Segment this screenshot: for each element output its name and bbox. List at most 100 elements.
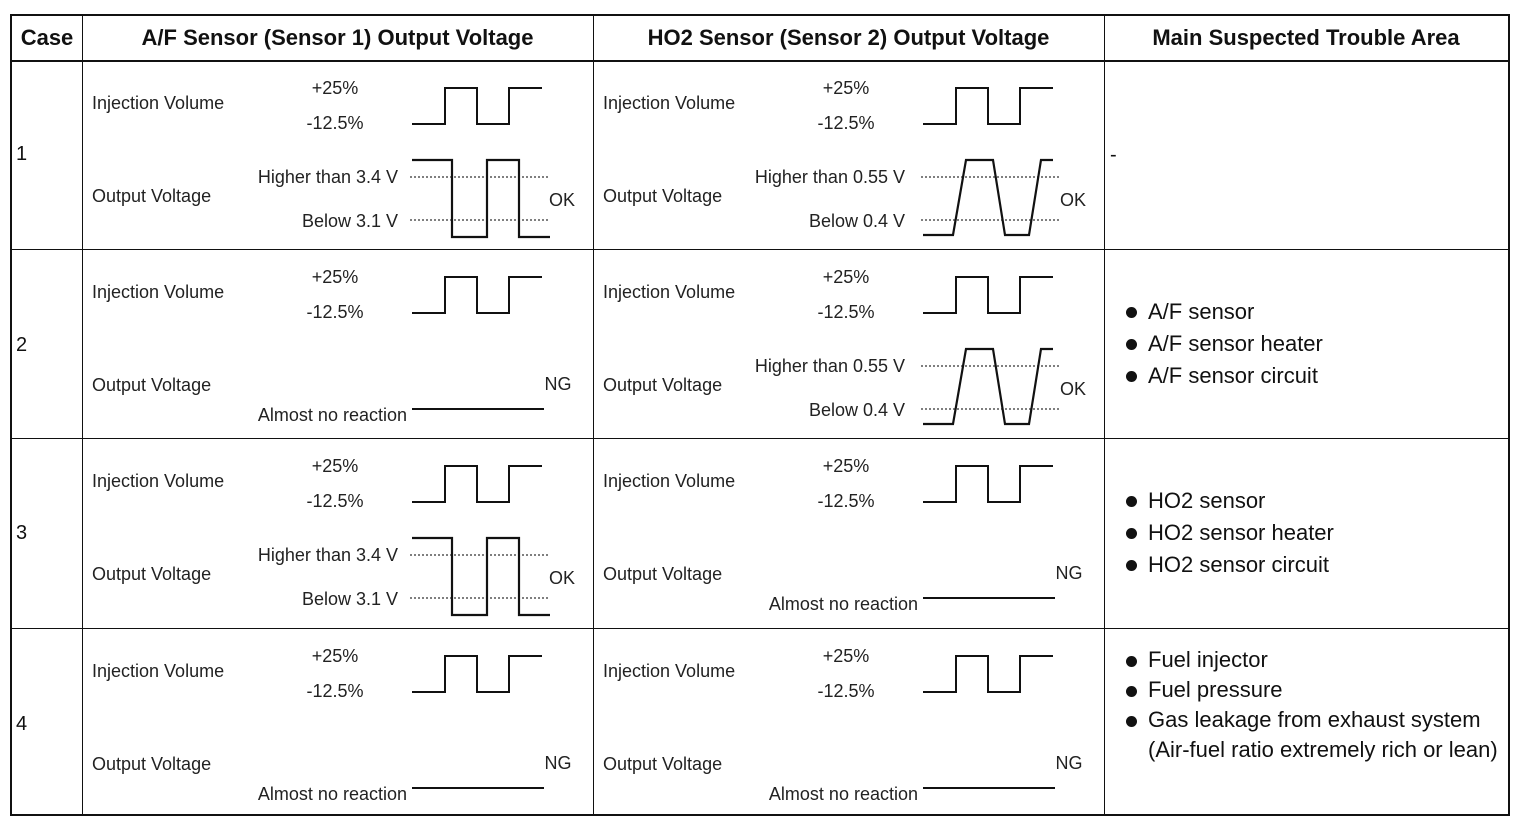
output-voltage-label: Output Voltage (603, 564, 722, 584)
trouble-item: A/F sensor circuit (1112, 360, 1502, 392)
output-waveform (923, 158, 1053, 237)
high-threshold-label: Higher than 0.55 V (755, 167, 905, 187)
output-voltage-label: Output Voltage (92, 754, 211, 774)
minus-12-5-label: -12.5% (306, 681, 363, 701)
output-waveform (412, 158, 550, 239)
result-ok-label: OK (1060, 379, 1086, 399)
trouble-list: HO2 sensor HO2 sensor heater HO2 sensor … (1112, 485, 1502, 581)
injection-waveform (923, 87, 1053, 125)
header-af-sensor: A/F Sensor (Sensor 1) Output Voltage (141, 25, 534, 50)
header-divider (12, 60, 1508, 62)
output-voltage-label: Output Voltage (92, 375, 211, 395)
header-trouble-area: Main Suspected Trouble Area (1152, 25, 1460, 50)
injection-volume-label: Injection Volume (603, 282, 735, 302)
injection-volume-label: Injection Volume (92, 282, 224, 302)
waveform-panel: Injection Volume +25% -12.5% Output Voltage… (603, 646, 1083, 804)
low-threshold-label: Below 3.1 V (302, 211, 398, 231)
injection-waveform (923, 465, 1053, 503)
low-threshold-label: Below 3.1 V (302, 589, 398, 609)
output-voltage-label: Output Voltage (603, 754, 722, 774)
header-ho2-sensor: HO2 Sensor (Sensor 2) Output Voltage (647, 25, 1050, 50)
output-voltage-label: Output Voltage (92, 186, 211, 206)
row-divider (12, 628, 1508, 629)
row-divider (12, 249, 1508, 250)
injection-volume-label: Injection Volume (603, 471, 735, 491)
trouble-list: Fuel injector Fuel pressure Gas leakage … (1112, 645, 1508, 765)
result-ng-label: NG (1056, 753, 1083, 773)
bullet-icon (1126, 656, 1137, 667)
waveform-panel: Injection Volume +25% -12.5% Output Voltage… (603, 456, 1083, 614)
bullet-icon (1126, 339, 1137, 350)
no-reaction-label: Almost no reaction (258, 405, 407, 425)
waveform-panel: Injection Volume +25% -12.5% Output Voltage… (92, 456, 575, 617)
bullet-icon (1126, 371, 1137, 382)
plus-25-label: +25% (823, 456, 870, 476)
output-waveform (923, 347, 1053, 426)
bullet-icon (1126, 716, 1137, 727)
result-ng-label: NG (545, 374, 572, 394)
col-divider (82, 16, 83, 814)
case-number: 4 (16, 713, 28, 735)
waveform-panel: Injection Volume +25% -12.5% Output Voltage… (92, 267, 572, 425)
waveform-panel: Injection Volume +25% -12.5% Output Voltage… (603, 267, 1086, 426)
injection-waveform (923, 655, 1053, 693)
low-threshold-label: Below 0.4 V (809, 400, 905, 420)
trouble-item: Fuel pressure (1112, 675, 1508, 705)
injection-waveform (412, 87, 542, 125)
output-waveform (412, 536, 550, 617)
trouble-item: A/F sensor (1112, 296, 1502, 328)
plus-25-label: +25% (823, 267, 870, 287)
trouble-item: HO2 sensor circuit (1112, 549, 1502, 581)
bullet-icon (1126, 686, 1137, 697)
high-threshold-label: Higher than 0.55 V (755, 356, 905, 376)
result-ok-label: OK (549, 568, 575, 588)
low-threshold-label: Below 0.4 V (809, 211, 905, 231)
header-case: Case (20, 25, 74, 50)
injection-waveform (412, 655, 542, 693)
injection-volume-label: Injection Volume (603, 661, 735, 681)
output-voltage-label: Output Voltage (603, 375, 722, 395)
bullet-icon (1126, 496, 1137, 507)
injection-volume-label: Injection Volume (603, 93, 735, 113)
trouble-item: Gas leakage from exhaust system (Air-fue… (1112, 705, 1508, 765)
injection-volume-label: Injection Volume (92, 661, 224, 681)
case-number: 1 (16, 143, 28, 165)
waveform-panel: Injection Volume +25% -12.5% Output Voltage… (92, 646, 572, 804)
trouble-item: Fuel injector (1112, 645, 1508, 675)
plus-25-label: +25% (823, 78, 870, 98)
trouble-none: - (1110, 144, 1117, 166)
plus-25-label: +25% (823, 646, 870, 666)
no-reaction-label: Almost no reaction (258, 784, 407, 804)
result-ng-label: NG (1056, 563, 1083, 583)
trouble-list: A/F sensor A/F sensor heater A/F sensor … (1112, 296, 1502, 392)
col-divider (593, 16, 594, 814)
injection-volume-label: Injection Volume (92, 471, 224, 491)
plus-25-label: +25% (312, 456, 359, 476)
diagnosis-table: Case A/F Sensor (Sensor 1) Output Voltag… (10, 14, 1510, 816)
row-divider (12, 438, 1508, 439)
minus-12-5-label: -12.5% (817, 681, 874, 701)
minus-12-5-label: -12.5% (817, 113, 874, 133)
high-threshold-label: Higher than 3.4 V (258, 545, 398, 565)
trouble-item: A/F sensor heater (1112, 328, 1502, 360)
result-ok-label: OK (1060, 190, 1086, 210)
output-voltage-label: Output Voltage (603, 186, 722, 206)
result-ng-label: NG (545, 753, 572, 773)
minus-12-5-label: -12.5% (306, 302, 363, 322)
plus-25-label: +25% (312, 78, 359, 98)
bullet-icon (1126, 560, 1137, 571)
injection-waveform (412, 276, 542, 314)
case-number: 2 (16, 334, 28, 356)
trouble-item: HO2 sensor heater (1112, 517, 1502, 549)
no-reaction-label: Almost no reaction (769, 784, 918, 804)
waveform-panel: Injection Volume +25% -12.5% Output Voltage… (603, 78, 1086, 237)
output-voltage-label: Output Voltage (92, 564, 211, 584)
bullet-icon (1126, 307, 1137, 318)
high-threshold-label: Higher than 3.4 V (258, 167, 398, 187)
waveform-panel: Injection Volume +25% -12.5% Output Voltage… (92, 78, 575, 239)
bullet-icon (1126, 528, 1137, 539)
no-reaction-label: Almost no reaction (769, 594, 918, 614)
trouble-item: HO2 sensor (1112, 485, 1502, 517)
minus-12-5-label: -12.5% (817, 302, 874, 322)
injection-waveform (923, 276, 1053, 314)
